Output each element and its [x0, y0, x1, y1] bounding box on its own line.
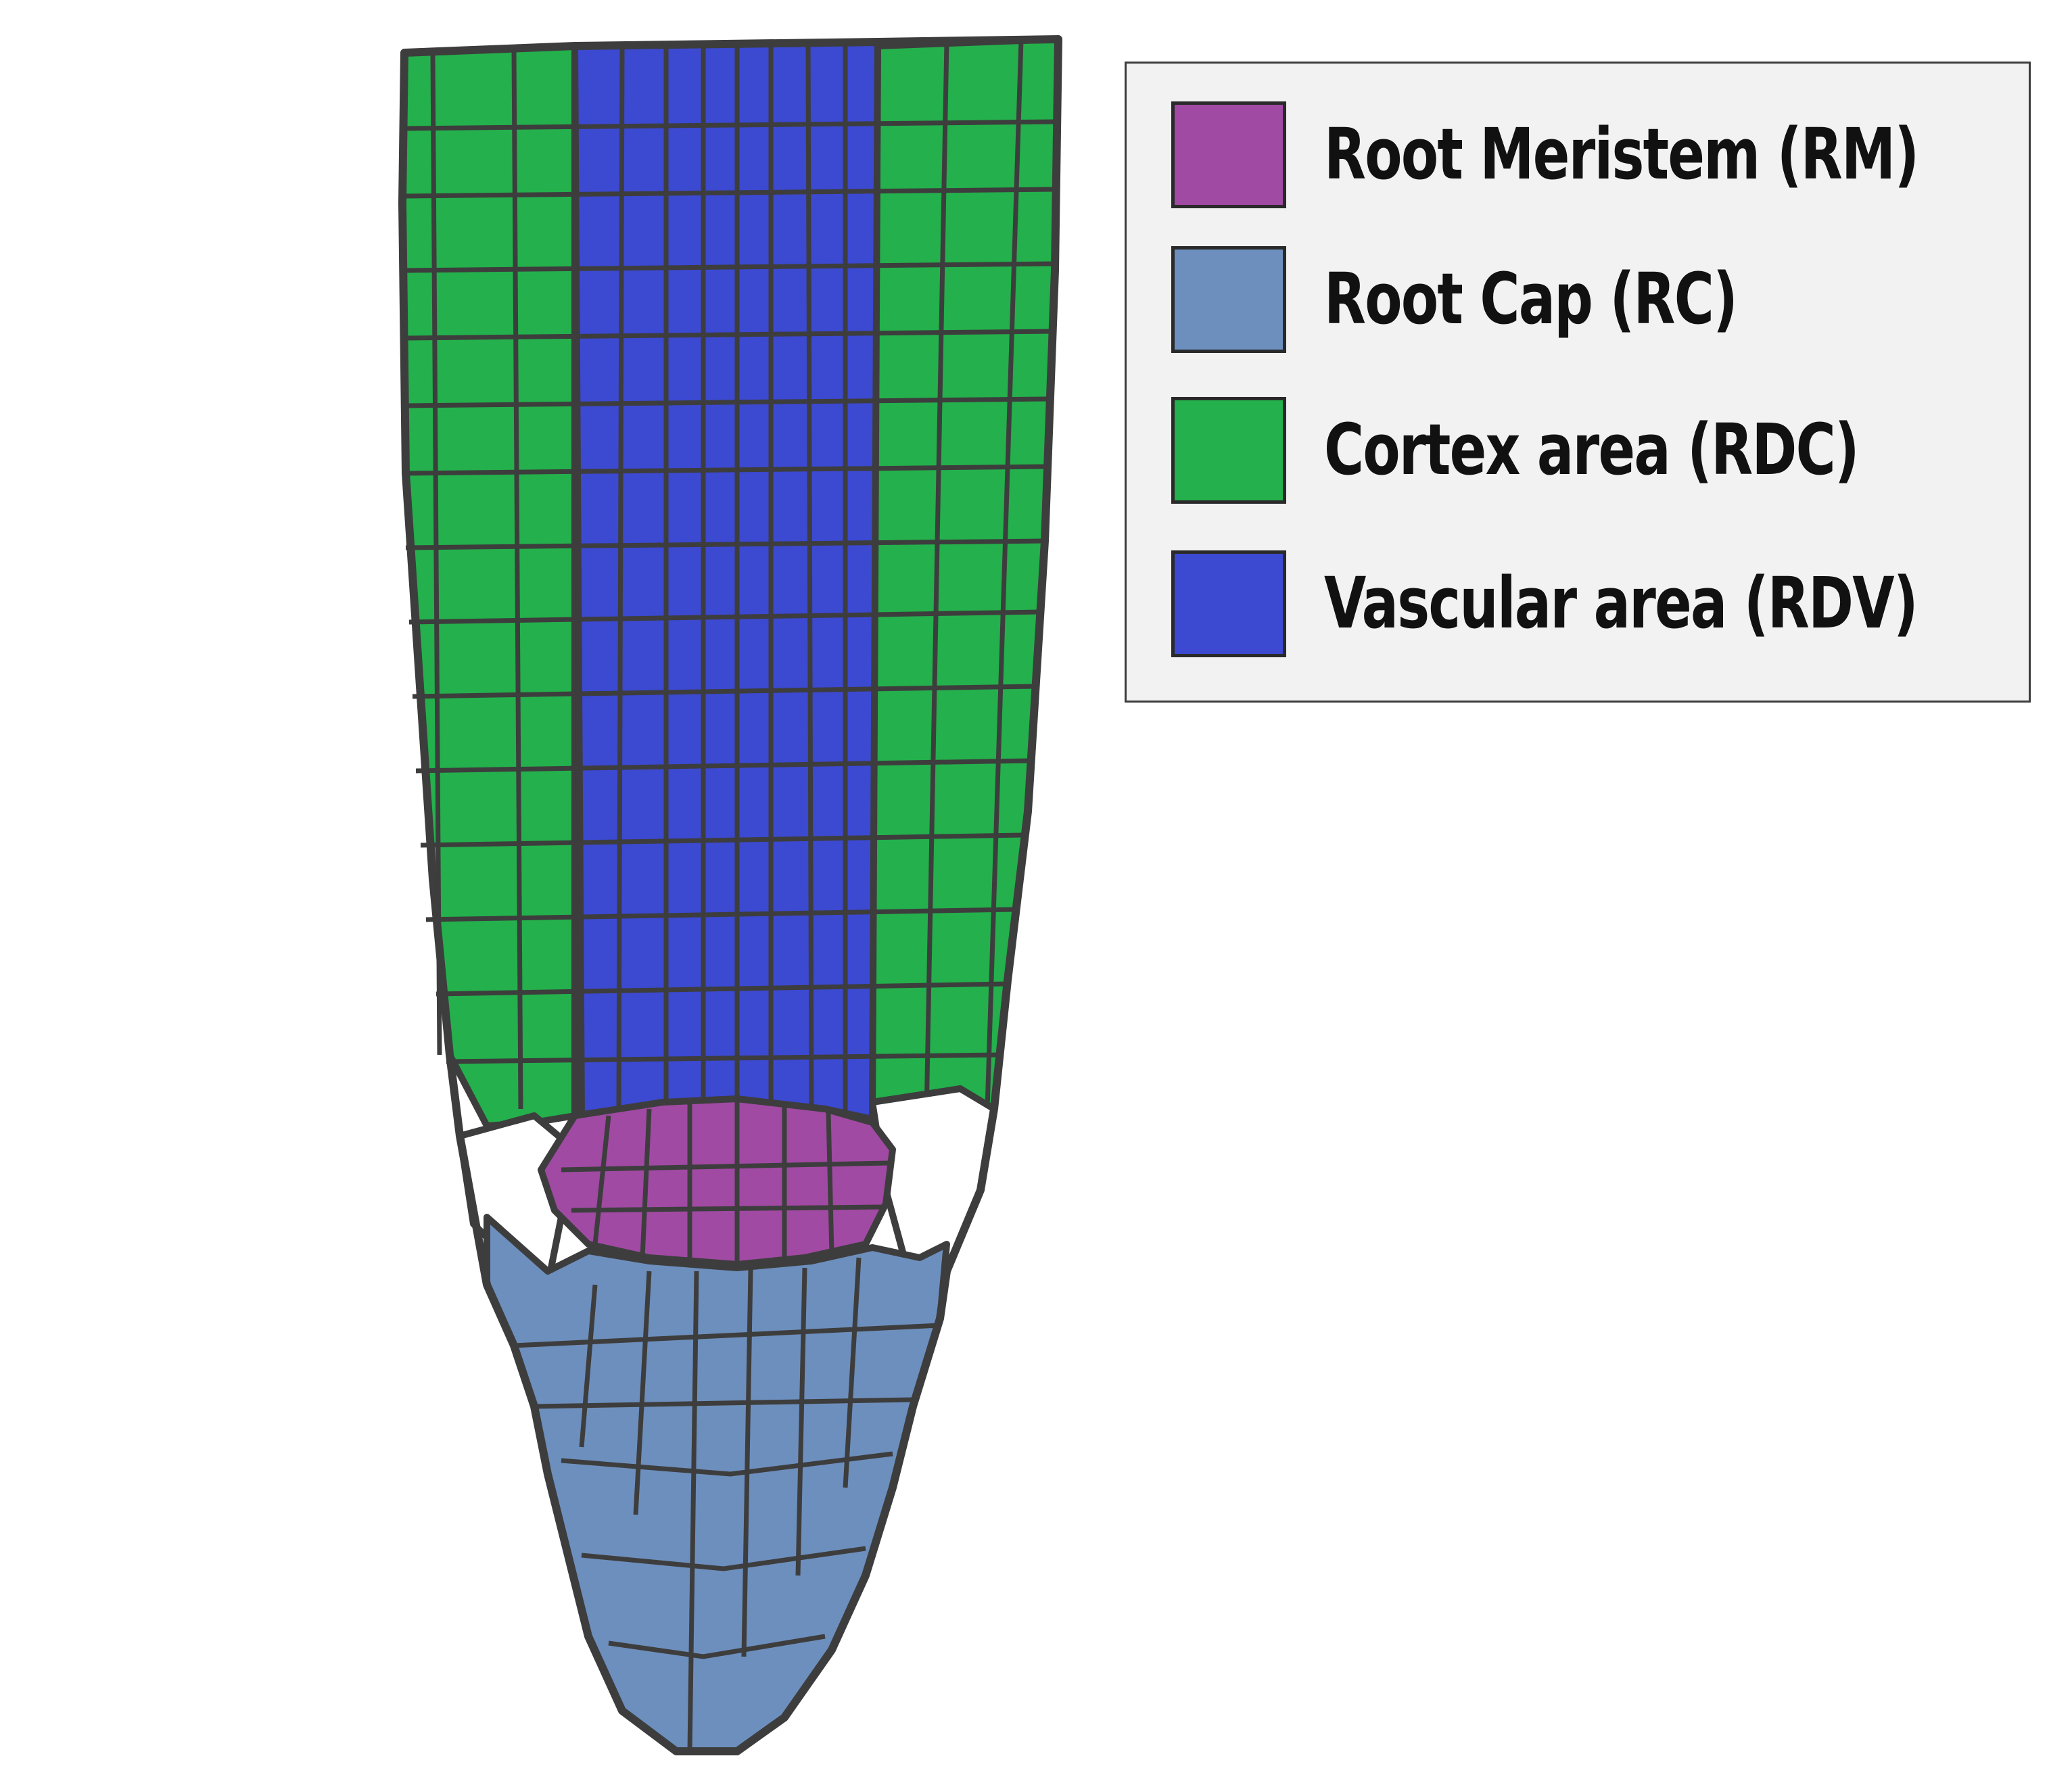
legend: Root Meristem (RM) Root Cap (RC) Cortex … — [1125, 62, 2031, 703]
cortex-left-band — [399, 43, 578, 1129]
cell-walls — [430, 40, 1024, 1116]
root-meristem — [538, 1095, 896, 1268]
legend-label-root-meristem: Root Meristem (RM) — [1324, 113, 1919, 195]
legend-swatch-cortex — [1171, 397, 1286, 504]
legend-label-cortex: Cortex area (RDC) — [1324, 408, 1860, 491]
root-cap-region — [484, 1214, 950, 1755]
legend-swatch-root-meristem — [1171, 101, 1286, 208]
root-outline — [398, 35, 1062, 1755]
legend-item-vascular: Vascular area (RDV) — [1171, 550, 2010, 659]
legend-swatch-vascular — [1171, 550, 1286, 657]
legend-item-root-meristem: Root Meristem (RM) — [1171, 101, 2010, 210]
legend-swatch-root-cap — [1171, 246, 1286, 353]
legend-item-root-cap: Root Cap (RC) — [1171, 246, 2010, 354]
root-cap — [484, 1214, 950, 1755]
legend-label-vascular: Vascular area (RDV) — [1324, 562, 1918, 644]
legend-item-cortex: Cortex area (RDC) — [1171, 397, 2010, 505]
cell-walls-horizontal — [404, 119, 1057, 1064]
cortex-right-band — [869, 36, 1062, 1126]
legend-label-root-cap: Root Cap (RC) — [1324, 258, 1738, 340]
root-meristem-region — [538, 1095, 896, 1268]
